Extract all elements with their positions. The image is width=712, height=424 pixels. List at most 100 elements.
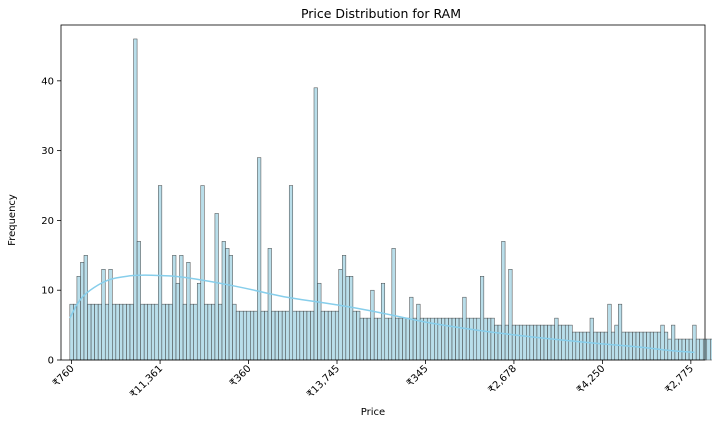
histogram-bar (575, 331, 580, 361)
histogram-bar (303, 310, 308, 361)
histogram-bar (218, 303, 223, 361)
histogram-bar (292, 310, 297, 361)
histogram-bar (678, 338, 683, 361)
histogram-bar (476, 317, 481, 361)
histogram-bar (557, 324, 562, 361)
histogram-bar (324, 310, 329, 361)
histogram-bar (518, 324, 524, 361)
histogram-bar (143, 303, 148, 361)
histogram-bar (543, 324, 548, 361)
histogram-bar (260, 310, 265, 361)
histogram-bar (189, 303, 194, 361)
histogram-bar (564, 324, 570, 361)
histogram-bar (395, 317, 400, 361)
histogram-bar (593, 331, 598, 361)
histogram-bar (196, 282, 202, 361)
histogram-bar (412, 317, 417, 361)
histogram-bar (200, 185, 205, 361)
histogram-bar (600, 331, 605, 361)
histogram-bar (391, 248, 396, 361)
histogram-bar (649, 331, 654, 361)
histogram-bar (246, 310, 251, 361)
histogram-bar (320, 310, 325, 361)
histogram-bar (596, 331, 601, 361)
histogram-bar (104, 303, 110, 361)
histogram-bar (603, 331, 608, 361)
x-tick-label: ₹360 (228, 363, 254, 389)
histogram-bar (359, 317, 364, 361)
histogram-bar (451, 317, 456, 361)
histogram-bar (692, 324, 697, 361)
y-tick-label: 0 (48, 356, 54, 367)
histogram-bar (175, 282, 180, 361)
histogram-bar (288, 185, 294, 361)
kde-group (69, 274, 695, 354)
histogram-bar (253, 310, 258, 361)
histogram-bar (646, 331, 651, 361)
histogram-bar (158, 185, 163, 361)
histogram-bar (688, 338, 693, 361)
histogram-bar (504, 324, 509, 361)
histogram-bar (547, 324, 552, 361)
histogram-bar (94, 303, 99, 361)
histogram-bar (490, 317, 495, 361)
chart-title: Price Distribution for RAM (301, 6, 461, 21)
x-ticks-group: ₹760 ₹11,361 ₹360 ₹13,745 ₹345 ₹2,678 ₹4,250 ₹2… (51, 360, 696, 400)
histogram-bar (515, 324, 520, 361)
histogram-bar (154, 303, 159, 361)
histogram-bar (172, 255, 177, 361)
histogram-bar (278, 310, 283, 361)
histogram-bar (80, 262, 85, 361)
histogram-bar (242, 310, 248, 361)
histogram-bar (529, 324, 534, 361)
x-tick-label: ₹2,678 (487, 363, 520, 396)
histogram-bar (366, 317, 371, 361)
histogram-bar (511, 324, 516, 361)
histogram-bar (83, 255, 88, 361)
histogram-bar (540, 324, 545, 361)
histogram-bar (257, 157, 262, 361)
histogram-bar (685, 338, 690, 361)
histogram-bar (695, 338, 700, 361)
y-tick-label: 40 (41, 76, 54, 87)
y-ticks-group: 0 10 20 30 40 (41, 76, 61, 367)
histogram-bar (550, 324, 555, 361)
histogram-bar (384, 317, 389, 361)
histogram-bar (239, 310, 244, 361)
histogram-bar (281, 310, 286, 361)
histogram-bar (264, 310, 269, 361)
histogram-bar (168, 303, 173, 361)
histogram-bar (352, 310, 357, 361)
histogram-bar (660, 324, 665, 361)
bars-group (69, 38, 712, 361)
histogram-bar (568, 324, 573, 361)
histogram-bar (119, 303, 124, 361)
histogram-bar (579, 331, 584, 361)
histogram-bar (186, 262, 191, 361)
axes-group (60, 24, 706, 361)
histogram-bar (327, 310, 332, 361)
histogram-bar (122, 303, 127, 361)
histogram-bar (610, 331, 616, 361)
histogram-bar (310, 310, 315, 361)
histogram-bar (338, 269, 343, 361)
histogram-bar (221, 241, 226, 361)
histogram-bar (232, 303, 237, 361)
histogram-bar (115, 303, 120, 361)
plot-frame (60, 24, 706, 361)
histogram-bar (97, 303, 102, 361)
histogram-bar (349, 276, 354, 361)
histogram-bar (90, 303, 95, 361)
histogram-bar (671, 324, 676, 361)
x-tick-label: ₹760 (51, 363, 77, 389)
x-tick-label: ₹345 (405, 363, 431, 389)
histogram-bar (664, 331, 669, 361)
histogram-bar (267, 248, 272, 361)
histogram-bar (582, 331, 587, 361)
histogram-bar (706, 338, 711, 361)
histogram-bar (398, 317, 403, 361)
histogram-bar (370, 289, 375, 361)
histogram-bar (448, 317, 453, 361)
